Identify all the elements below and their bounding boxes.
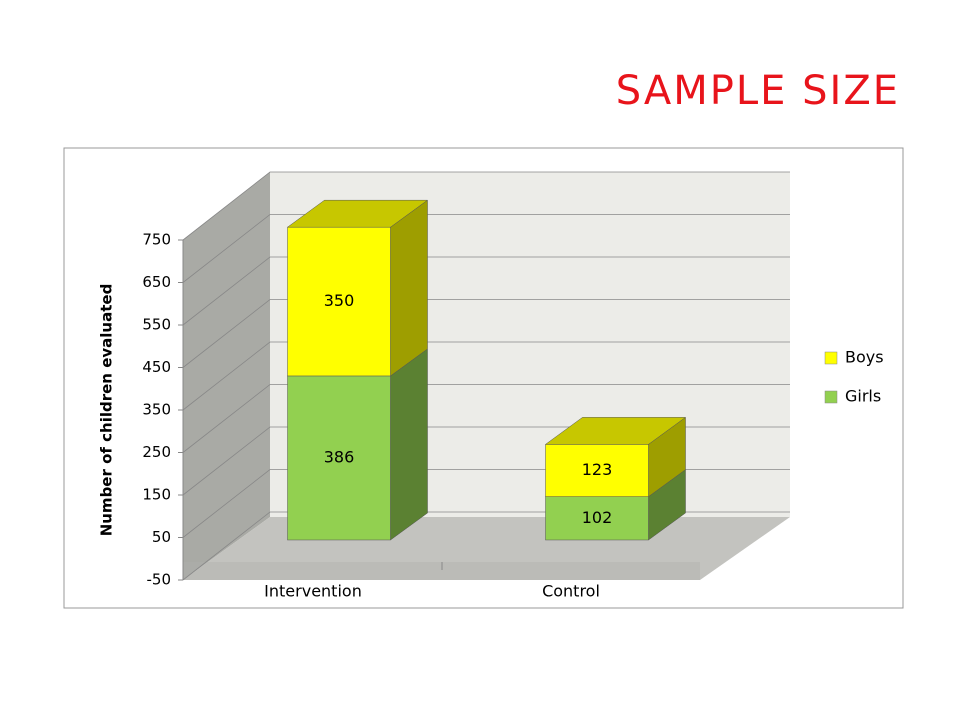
legend-label: Girls [845,387,881,406]
value-label: 102 [582,508,613,527]
value-label: 386 [324,447,355,466]
value-label: 123 [582,460,613,479]
y-tick-label: 150 [142,486,171,504]
y-tick-label: 750 [142,231,171,249]
grid-line [182,256,790,326]
grid-line [182,341,790,411]
bar-side [390,199,428,377]
legend-swatch [824,390,838,404]
y-axis-title: Number of children evaluated [98,284,116,537]
y-tick-label: -50 [147,571,172,589]
grid-line [182,214,790,283]
bar-side [390,348,428,541]
legend: Girls Boys [824,348,884,406]
grid-line [182,171,790,241]
y-tick-label: 50 [152,528,171,546]
bar-top [286,199,429,228]
legend-label: Boys [845,348,884,367]
y-tick-label: 450 [142,358,171,376]
legend-swatch [824,351,838,365]
grid-line [182,384,790,453]
y-tick-label: 350 [142,401,171,419]
bar-top [544,417,687,445]
value-label: 350 [324,291,355,310]
floor-edge [183,562,700,580]
y-tick-label: 650 [142,273,171,291]
bar [287,226,391,377]
y-tick-label: 550 [142,316,171,334]
bars: 386 350 102 123 [286,199,687,541]
bar [545,444,649,497]
bar [545,496,649,541]
grid-line [182,299,790,368]
y-tick-label: 250 [142,443,171,461]
x-tick-label: Control [542,582,600,601]
slide-title: SAMPLE SIZE [616,68,900,114]
x-tick-label: Intervention [264,582,362,601]
bar [287,375,391,541]
